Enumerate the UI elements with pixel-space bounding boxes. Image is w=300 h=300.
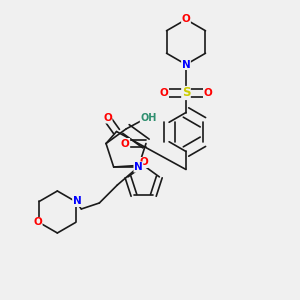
Text: O: O — [33, 218, 42, 227]
Text: O: O — [160, 88, 169, 98]
Text: N: N — [182, 59, 190, 70]
Text: O: O — [182, 14, 190, 25]
Text: O: O — [103, 113, 112, 123]
Text: O: O — [121, 139, 130, 148]
Text: N: N — [134, 162, 143, 172]
Text: OH: OH — [140, 113, 157, 124]
Text: S: S — [182, 86, 190, 100]
Text: N: N — [73, 196, 81, 206]
Text: O: O — [203, 88, 212, 98]
Text: O: O — [139, 158, 148, 167]
